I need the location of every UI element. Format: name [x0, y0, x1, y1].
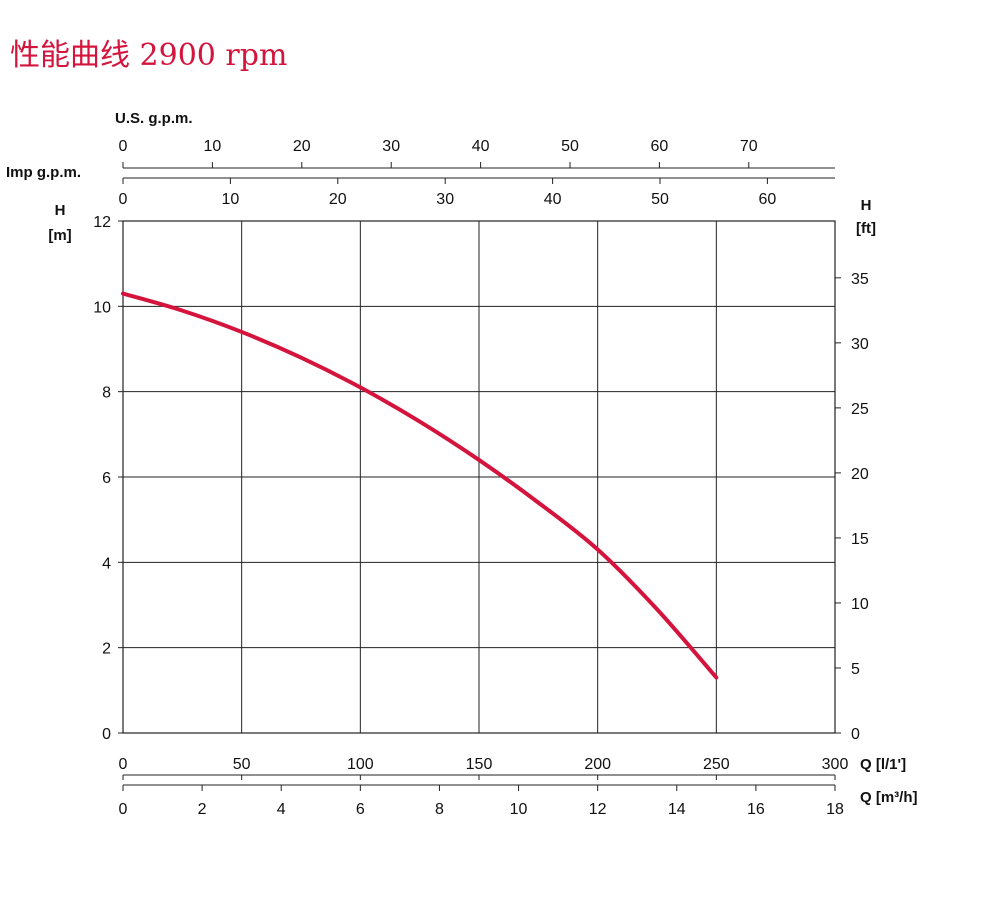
y-left-tick-label: 12: [93, 214, 111, 231]
chart-title: 性能曲线 2900 rpm: [10, 38, 288, 73]
x-bottom-tick-label: 200: [584, 756, 611, 773]
x-top-us-tick-label: 20: [293, 138, 311, 155]
x-bottom2-tick-label: 6: [356, 801, 365, 818]
y-left-tick-label: 0: [102, 726, 111, 743]
x-bottom-tick-label: 50: [233, 756, 251, 773]
x-top-imp-tick-label: 30: [436, 191, 454, 208]
x-top-us-tick-label: 50: [561, 138, 579, 155]
y-left-tick-label: 10: [93, 299, 111, 316]
y-right-axis-unit: [ft]: [856, 220, 876, 237]
x-bottom-tick-label: 150: [466, 756, 493, 773]
x-top-us-tick-label: 60: [651, 138, 669, 155]
x-top-imp-tick-label: 20: [329, 191, 347, 208]
y-left-tick-label: 4: [102, 555, 111, 572]
y-right-tick-label: 10: [851, 596, 869, 613]
x-bottom-tick-label: 300: [822, 756, 849, 773]
y-right-tick-label: 25: [851, 401, 869, 418]
x-bottom2-axis-label: Q [m³/h]: [860, 789, 918, 806]
x-top-imp-tick-label: 40: [544, 191, 562, 208]
x-bottom2-tick-label: 16: [747, 801, 765, 818]
x-bottom-tick-label: 0: [119, 756, 128, 773]
y-left-axis-unit: [m]: [48, 227, 71, 244]
x-bottom2-tick-label: 18: [826, 801, 844, 818]
performance-curve: [121, 291, 719, 680]
x-bottom2-tick-label: 12: [589, 801, 607, 818]
x-bottom2-tick-label: 8: [435, 801, 444, 818]
x-top-imp-tick-label: 0: [119, 191, 128, 208]
y-right-tick-label: 35: [851, 271, 869, 288]
x-top-imp-tick-label: 50: [651, 191, 669, 208]
y-left-tick-label: 8: [102, 385, 111, 402]
y-right-tick-label: 5: [851, 661, 860, 678]
x-top-us-tick-label: 10: [204, 138, 222, 155]
x-top-us-tick-label: 70: [740, 138, 758, 155]
x-bottom-axis-label: Q [l/1']: [860, 756, 906, 773]
x-top-imp-axis-label: Imp g.p.m.: [6, 164, 81, 181]
x-bottom2-tick-label: 4: [277, 801, 286, 818]
y-right-tick-label: 30: [851, 336, 869, 353]
x-top-us-axis-label: U.S. g.p.m.: [115, 110, 193, 127]
y-left-tick-label: 2: [102, 641, 111, 658]
x-top-imp-tick-label: 10: [222, 191, 240, 208]
x-top-imp-tick-label: 60: [759, 191, 777, 208]
x-top-us-tick-label: 30: [382, 138, 400, 155]
x-bottom2-tick-label: 14: [668, 801, 686, 818]
x-bottom2-tick-label: 2: [198, 801, 207, 818]
x-bottom-tick-label: 100: [347, 756, 374, 773]
x-bottom2-tick-label: 10: [510, 801, 528, 818]
x-bottom2-tick-label: 0: [119, 801, 128, 818]
y-right-tick-label: 0: [851, 726, 860, 743]
y-right-tick-label: 15: [851, 531, 869, 548]
y-left-axis-label: H: [55, 202, 66, 219]
y-right-axis-label: H: [861, 197, 872, 214]
x-bottom-tick-label: 250: [703, 756, 730, 773]
y-left-tick-label: 6: [102, 470, 111, 487]
x-top-us-tick-label: 0: [119, 138, 128, 155]
x-top-us-tick-label: 40: [472, 138, 490, 155]
y-right-tick-label: 20: [851, 466, 869, 483]
